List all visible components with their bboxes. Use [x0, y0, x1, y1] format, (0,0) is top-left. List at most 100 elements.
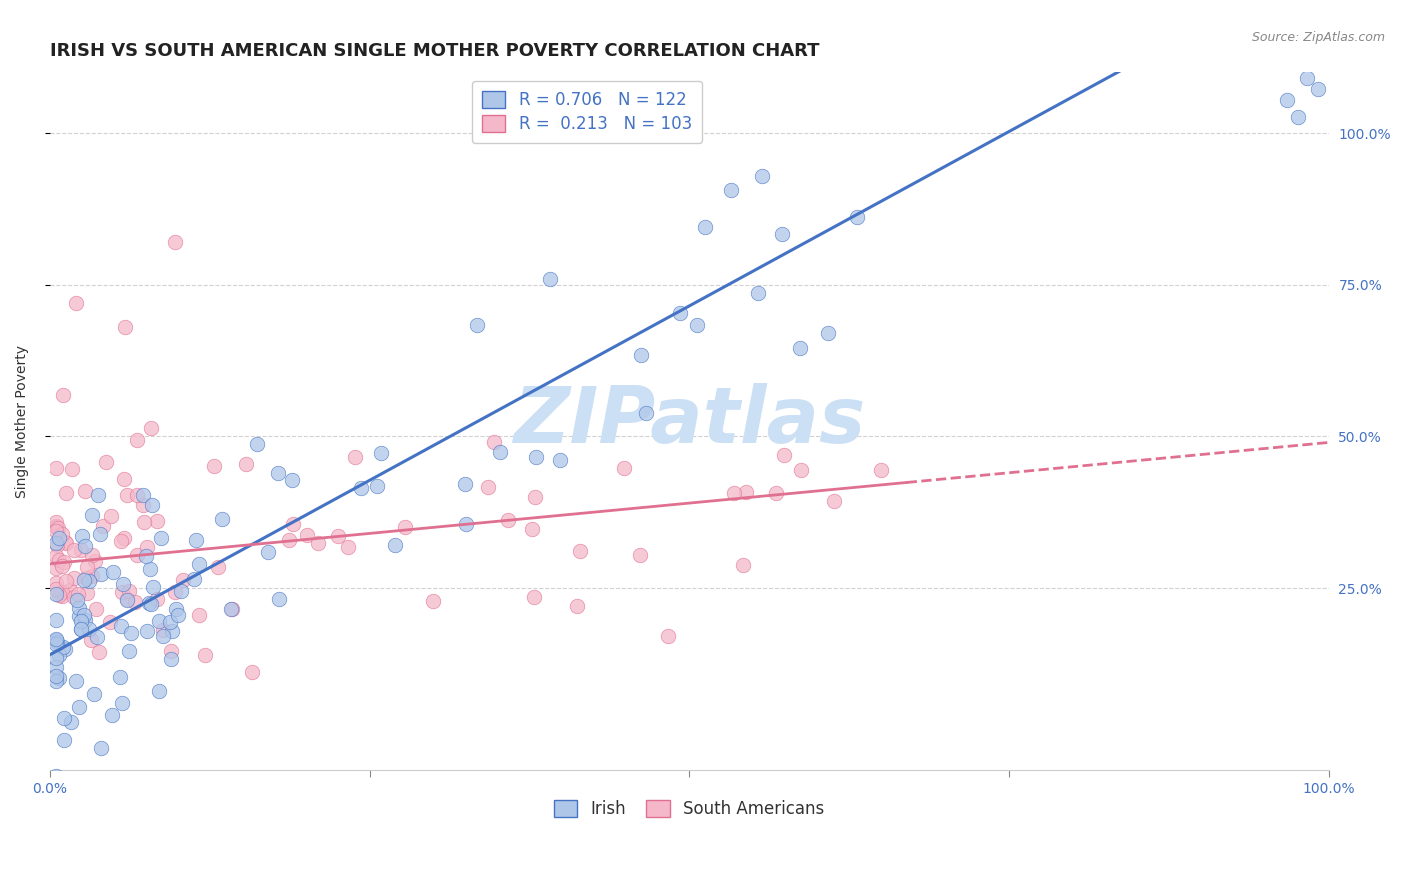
Point [1295, 71, 1317, 86]
Point [668, 306, 690, 320]
Point [343, 450, 366, 465]
Point [45, 561, 67, 575]
Point [51, 558, 73, 573]
Point [295, 528, 318, 542]
Point [76, 586, 98, 600]
Point [734, 484, 756, 499]
Point [45, 632, 67, 647]
Point [124, 595, 146, 609]
Point [523, 591, 546, 605]
Point [172, 573, 194, 587]
Point [108, 670, 131, 684]
Point [89, 645, 111, 659]
Point [90, 567, 112, 582]
Point [520, 522, 543, 536]
Point [55, 485, 77, 500]
Point [65, 296, 87, 310]
Point [45, 520, 67, 534]
Point [45, 576, 67, 591]
Point [82, 548, 104, 562]
Point [165, 235, 187, 250]
Point [52, 733, 75, 747]
Point [45, 460, 67, 475]
Point [48, 521, 70, 535]
Point [489, 445, 512, 459]
Point [524, 450, 547, 464]
Point [307, 535, 329, 549]
Point [45, 634, 67, 648]
Point [52, 387, 75, 401]
Point [152, 623, 174, 637]
Point [114, 320, 136, 334]
Point [693, 219, 716, 234]
Point [127, 434, 149, 448]
Point [188, 607, 211, 622]
Point [77, 622, 100, 636]
Point [484, 435, 506, 450]
Point [70, 614, 93, 628]
Point [45, 768, 67, 782]
Point [134, 515, 156, 529]
Point [89, 526, 111, 541]
Point [52, 640, 75, 654]
Point [145, 514, 167, 528]
Point [63, 591, 86, 605]
Point [219, 602, 242, 616]
Point [281, 516, 304, 531]
Point [127, 488, 149, 502]
Point [45, 515, 67, 529]
Point [45, 637, 67, 651]
Point [477, 480, 499, 494]
Point [142, 580, 165, 594]
Point [76, 559, 98, 574]
Point [132, 498, 155, 512]
Point [101, 565, 124, 579]
Point [548, 452, 571, 467]
Point [45, 535, 67, 549]
Point [370, 446, 392, 460]
Point [194, 648, 217, 662]
Point [538, 271, 561, 285]
Point [159, 644, 181, 658]
Point [86, 488, 108, 502]
Point [67, 700, 90, 714]
Point [73, 613, 96, 627]
Point [454, 517, 477, 532]
Point [277, 533, 299, 548]
Point [160, 624, 183, 639]
Point [110, 618, 132, 632]
Point [94, 455, 117, 469]
Point [80, 569, 103, 583]
Text: ZIPatlas: ZIPatlas [513, 384, 865, 459]
Point [184, 533, 207, 547]
Point [337, 541, 360, 555]
Point [86, 630, 108, 644]
Point [65, 674, 87, 689]
Point [59, 583, 82, 598]
Point [45, 674, 67, 689]
Point [165, 602, 187, 616]
Point [163, 585, 186, 599]
Point [770, 227, 793, 241]
Point [152, 628, 174, 642]
Point [48, 648, 70, 663]
Point [111, 585, 134, 599]
Point [138, 596, 160, 610]
Point [170, 584, 193, 599]
Point [166, 607, 188, 622]
Point [159, 615, 181, 629]
Point [1286, 110, 1309, 124]
Point [773, 448, 796, 462]
Point [1308, 38, 1330, 53]
Point [567, 599, 589, 613]
Point [45, 518, 67, 533]
Point [53, 711, 76, 725]
Point [51, 584, 73, 599]
Point [45, 582, 67, 596]
Point [45, 587, 67, 601]
Point [1272, 43, 1295, 57]
Point [70, 622, 93, 636]
Point [45, 660, 67, 674]
Point [188, 557, 211, 571]
Point [148, 614, 170, 628]
